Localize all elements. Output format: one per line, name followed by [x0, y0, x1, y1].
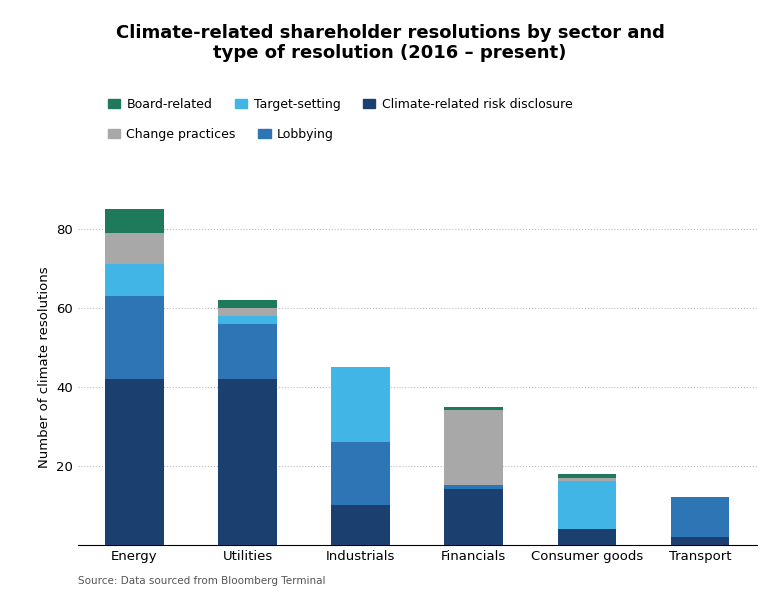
- Bar: [218, 379, 277, 545]
- Bar: [105, 233, 164, 265]
- Bar: [558, 529, 616, 545]
- Bar: [332, 442, 390, 505]
- Bar: [445, 407, 503, 410]
- Bar: [218, 308, 277, 316]
- Text: Climate-related shareholder resolutions by sector and
type of resolution (2016 –: Climate-related shareholder resolutions …: [115, 24, 665, 63]
- Bar: [105, 209, 164, 233]
- Y-axis label: Number of climate resolutions: Number of climate resolutions: [37, 266, 51, 468]
- Bar: [218, 324, 277, 379]
- Bar: [332, 505, 390, 545]
- Legend: Change practices, Lobbying: Change practices, Lobbying: [108, 128, 334, 141]
- Bar: [218, 316, 277, 324]
- Bar: [671, 497, 729, 537]
- Bar: [218, 300, 277, 308]
- Bar: [445, 485, 503, 490]
- Legend: Board-related, Target-setting, Climate-related risk disclosure: Board-related, Target-setting, Climate-r…: [108, 98, 573, 111]
- Bar: [445, 410, 503, 485]
- Bar: [558, 474, 616, 478]
- Bar: [105, 296, 164, 379]
- Bar: [105, 265, 164, 296]
- Bar: [332, 367, 390, 442]
- Bar: [558, 478, 616, 481]
- Bar: [445, 490, 503, 545]
- Bar: [558, 481, 616, 529]
- Text: Source: Data sourced from Bloomberg Terminal: Source: Data sourced from Bloomberg Term…: [78, 576, 325, 586]
- Bar: [105, 379, 164, 545]
- Bar: [671, 537, 729, 545]
